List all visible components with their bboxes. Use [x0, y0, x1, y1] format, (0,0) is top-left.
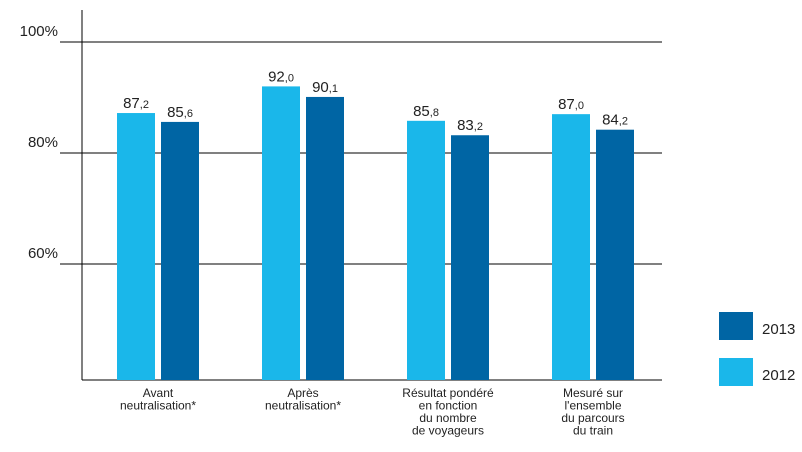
category-label: de voyageurs	[412, 424, 484, 438]
data-label-whole: 85	[413, 103, 430, 120]
bar-2012-3	[407, 121, 445, 380]
data-label: 90,1	[312, 79, 338, 96]
data-label-whole: 83	[457, 117, 474, 134]
category-labels: Avantneutralisation*Aprèsneutralisation*…	[120, 386, 625, 438]
legend: 2013 2012	[719, 312, 795, 386]
data-label: 83,2	[457, 117, 483, 134]
data-label-fraction: 2	[143, 99, 149, 111]
bar-2012-4	[552, 114, 590, 380]
data-label: 92,0	[268, 68, 294, 85]
bar-2013-1	[161, 122, 199, 380]
data-label-fraction: 2	[477, 121, 483, 133]
data-label: 87,0	[558, 96, 584, 113]
data-label-whole: 85	[167, 104, 184, 121]
data-label-fraction: 6	[187, 108, 193, 120]
y-tick-label: 60%	[28, 245, 58, 262]
y-tick-label: 100%	[20, 23, 58, 40]
legend-label: 2013	[762, 321, 795, 338]
data-label-whole: 87	[123, 95, 140, 112]
data-label-whole: 87	[558, 96, 575, 113]
data-label-whole: 90	[312, 79, 329, 96]
legend-swatch-2013	[719, 312, 753, 340]
legend-label: 2012	[762, 367, 795, 384]
data-label-fraction: 0	[578, 100, 584, 112]
data-label: 87,2	[123, 95, 149, 112]
category-label: neutralisation*	[120, 399, 196, 413]
bar-2013-2	[306, 97, 344, 380]
data-label: 84,2	[602, 112, 628, 129]
bar-2012-2	[262, 86, 300, 380]
category-label: neutralisation*	[265, 399, 341, 413]
bar-2013-4	[596, 130, 634, 380]
bars	[117, 86, 634, 380]
legend-swatch-2012	[719, 358, 753, 386]
data-label: 85,6	[167, 104, 193, 121]
data-label-fraction: 8	[433, 107, 439, 119]
data-label-fraction: 1	[332, 83, 338, 95]
data-label: 85,8	[413, 103, 439, 120]
bar-2013-3	[451, 135, 489, 380]
bar-2012-1	[117, 113, 155, 380]
data-label-whole: 92	[268, 68, 285, 85]
data-label-fraction: 2	[622, 116, 628, 128]
data-label-whole: 84	[602, 112, 619, 129]
category-label: du train	[573, 424, 613, 438]
y-tick-label: 80%	[28, 134, 58, 151]
data-label-fraction: 0	[288, 72, 294, 84]
